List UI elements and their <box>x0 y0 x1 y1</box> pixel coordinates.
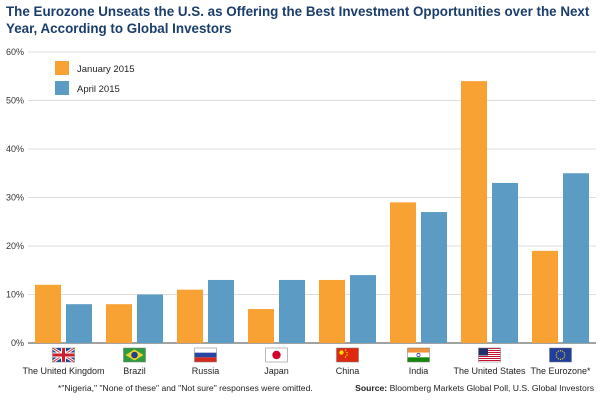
bar-apr-3 <box>208 279 234 343</box>
source-label: Source: <box>355 383 388 393</box>
source-text: Bloomberg Markets Global Poll, U.S. Glob… <box>389 383 594 393</box>
category-label: China <box>336 366 360 376</box>
russia-flag-icon <box>194 347 217 363</box>
footnote: *"Nigeria," "None of these" and "Not sur… <box>58 383 313 393</box>
bar-apr-6 <box>421 212 447 343</box>
legend-swatch-1 <box>55 61 69 75</box>
brazil-flag-icon <box>123 347 146 363</box>
legend-label: January 2015 <box>77 64 135 75</box>
y-tick-label: 30% <box>6 193 24 203</box>
eu-flag-icon <box>549 347 572 363</box>
bar-jan-5 <box>319 279 345 343</box>
bar-apr-4 <box>279 279 305 343</box>
bar-apr-5 <box>350 275 376 343</box>
legend-swatch-2 <box>55 81 69 95</box>
legend: January 2015 April 2015 <box>55 61 135 95</box>
y-tick-label: 40% <box>6 144 24 154</box>
y-tick-label: 0% <box>11 338 24 348</box>
bar-apr-8 <box>563 173 589 343</box>
category-labels: The United Kingdom Brazil Russia Japan China… <box>22 366 591 376</box>
bar-jan-2 <box>106 304 132 343</box>
bar-jan-8 <box>532 250 558 343</box>
chart-title: The Eurozone Unseats the U.S. as Offerin… <box>6 4 590 36</box>
bar-jan-6 <box>390 202 416 343</box>
y-tick-label: 10% <box>6 290 24 300</box>
uk-flag-icon <box>51 346 76 364</box>
y-tick-label: 20% <box>6 241 24 251</box>
category-label: The United States <box>453 366 526 376</box>
category-label: India <box>409 366 429 376</box>
category-label: The Eurozone* <box>530 366 591 376</box>
bar-jan-4 <box>248 309 274 343</box>
country-flags <box>51 346 572 364</box>
japan-flag-icon <box>265 347 288 363</box>
bar-apr-2 <box>137 294 163 343</box>
category-label: Brazil <box>123 366 146 376</box>
category-label: The United Kingdom <box>22 366 104 376</box>
category-label: Japan <box>264 366 289 376</box>
china-flag-icon <box>336 347 359 363</box>
usa-flag-icon <box>478 347 501 363</box>
category-label: Russia <box>192 366 220 376</box>
y-axis-ticks: 0% 10% 20% 30% 40% 50% 60% <box>6 47 24 348</box>
bar-jan-3 <box>177 289 203 343</box>
bars <box>35 81 589 343</box>
bar-jan-1 <box>35 284 61 343</box>
source-note: Source: Bloomberg Markets Global Poll, U… <box>355 383 594 393</box>
y-tick-label: 60% <box>6 47 24 57</box>
bar-apr-7 <box>492 182 518 343</box>
y-tick-label: 50% <box>6 96 24 106</box>
india-flag-icon <box>407 347 430 363</box>
legend-label: April 2015 <box>77 84 120 95</box>
bar-jan-7 <box>461 81 487 343</box>
bar-apr-1 <box>66 304 92 343</box>
